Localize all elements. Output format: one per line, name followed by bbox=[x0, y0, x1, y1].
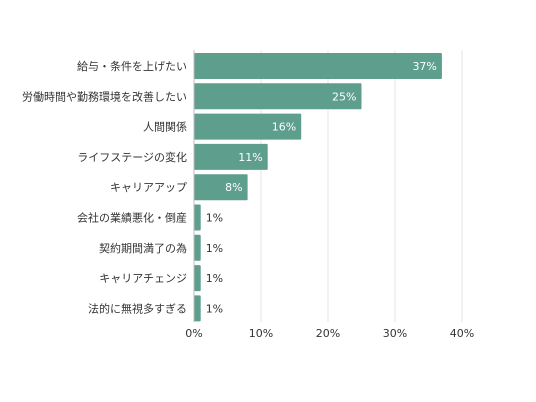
x-tick-label: 10% bbox=[249, 327, 273, 340]
bar bbox=[194, 295, 201, 322]
bar bbox=[194, 234, 201, 261]
data-label: 1% bbox=[206, 212, 223, 225]
category-label: 法的に無視多すぎる bbox=[88, 301, 187, 315]
bar bbox=[194, 174, 248, 201]
x-tick-label: 0% bbox=[185, 327, 202, 340]
labels: 0% 10% 20% 30% 40% 給与・条件を上げたい 37% 労働時間や勤務環境を改善し… bbox=[22, 59, 474, 340]
category-label: 人間関係 bbox=[143, 121, 187, 134]
data-label: 16% bbox=[272, 121, 296, 134]
category-label: キャリアアップ bbox=[110, 181, 187, 194]
category-label: 給与・条件を上げたい bbox=[77, 59, 187, 73]
data-label: 11% bbox=[238, 151, 262, 164]
x-tick-label: 40% bbox=[450, 327, 474, 340]
category-label: 会社の業績悪化・倒産 bbox=[77, 211, 187, 225]
data-label: 1% bbox=[206, 302, 223, 315]
category-label: 契約期間満了の為 bbox=[99, 241, 187, 255]
x-tick-label: 20% bbox=[316, 327, 340, 340]
bar bbox=[194, 83, 362, 110]
category-label: ライフステージの変化 bbox=[77, 150, 187, 164]
x-tick-label: 30% bbox=[383, 327, 407, 340]
data-label: 25% bbox=[332, 90, 356, 103]
bar bbox=[194, 53, 442, 79]
bar bbox=[194, 204, 201, 231]
bar bbox=[194, 265, 201, 292]
data-label: 1% bbox=[206, 242, 223, 255]
category-label: キャリアチェンジ bbox=[99, 272, 187, 285]
bar bbox=[194, 143, 268, 170]
bar bbox=[194, 113, 302, 140]
data-label: 1% bbox=[206, 272, 223, 285]
data-label: 8% bbox=[225, 181, 242, 194]
data-label: 37% bbox=[412, 60, 436, 73]
bars bbox=[194, 53, 442, 322]
category-label: 労働時間や勤務環境を改善したい bbox=[22, 89, 187, 103]
